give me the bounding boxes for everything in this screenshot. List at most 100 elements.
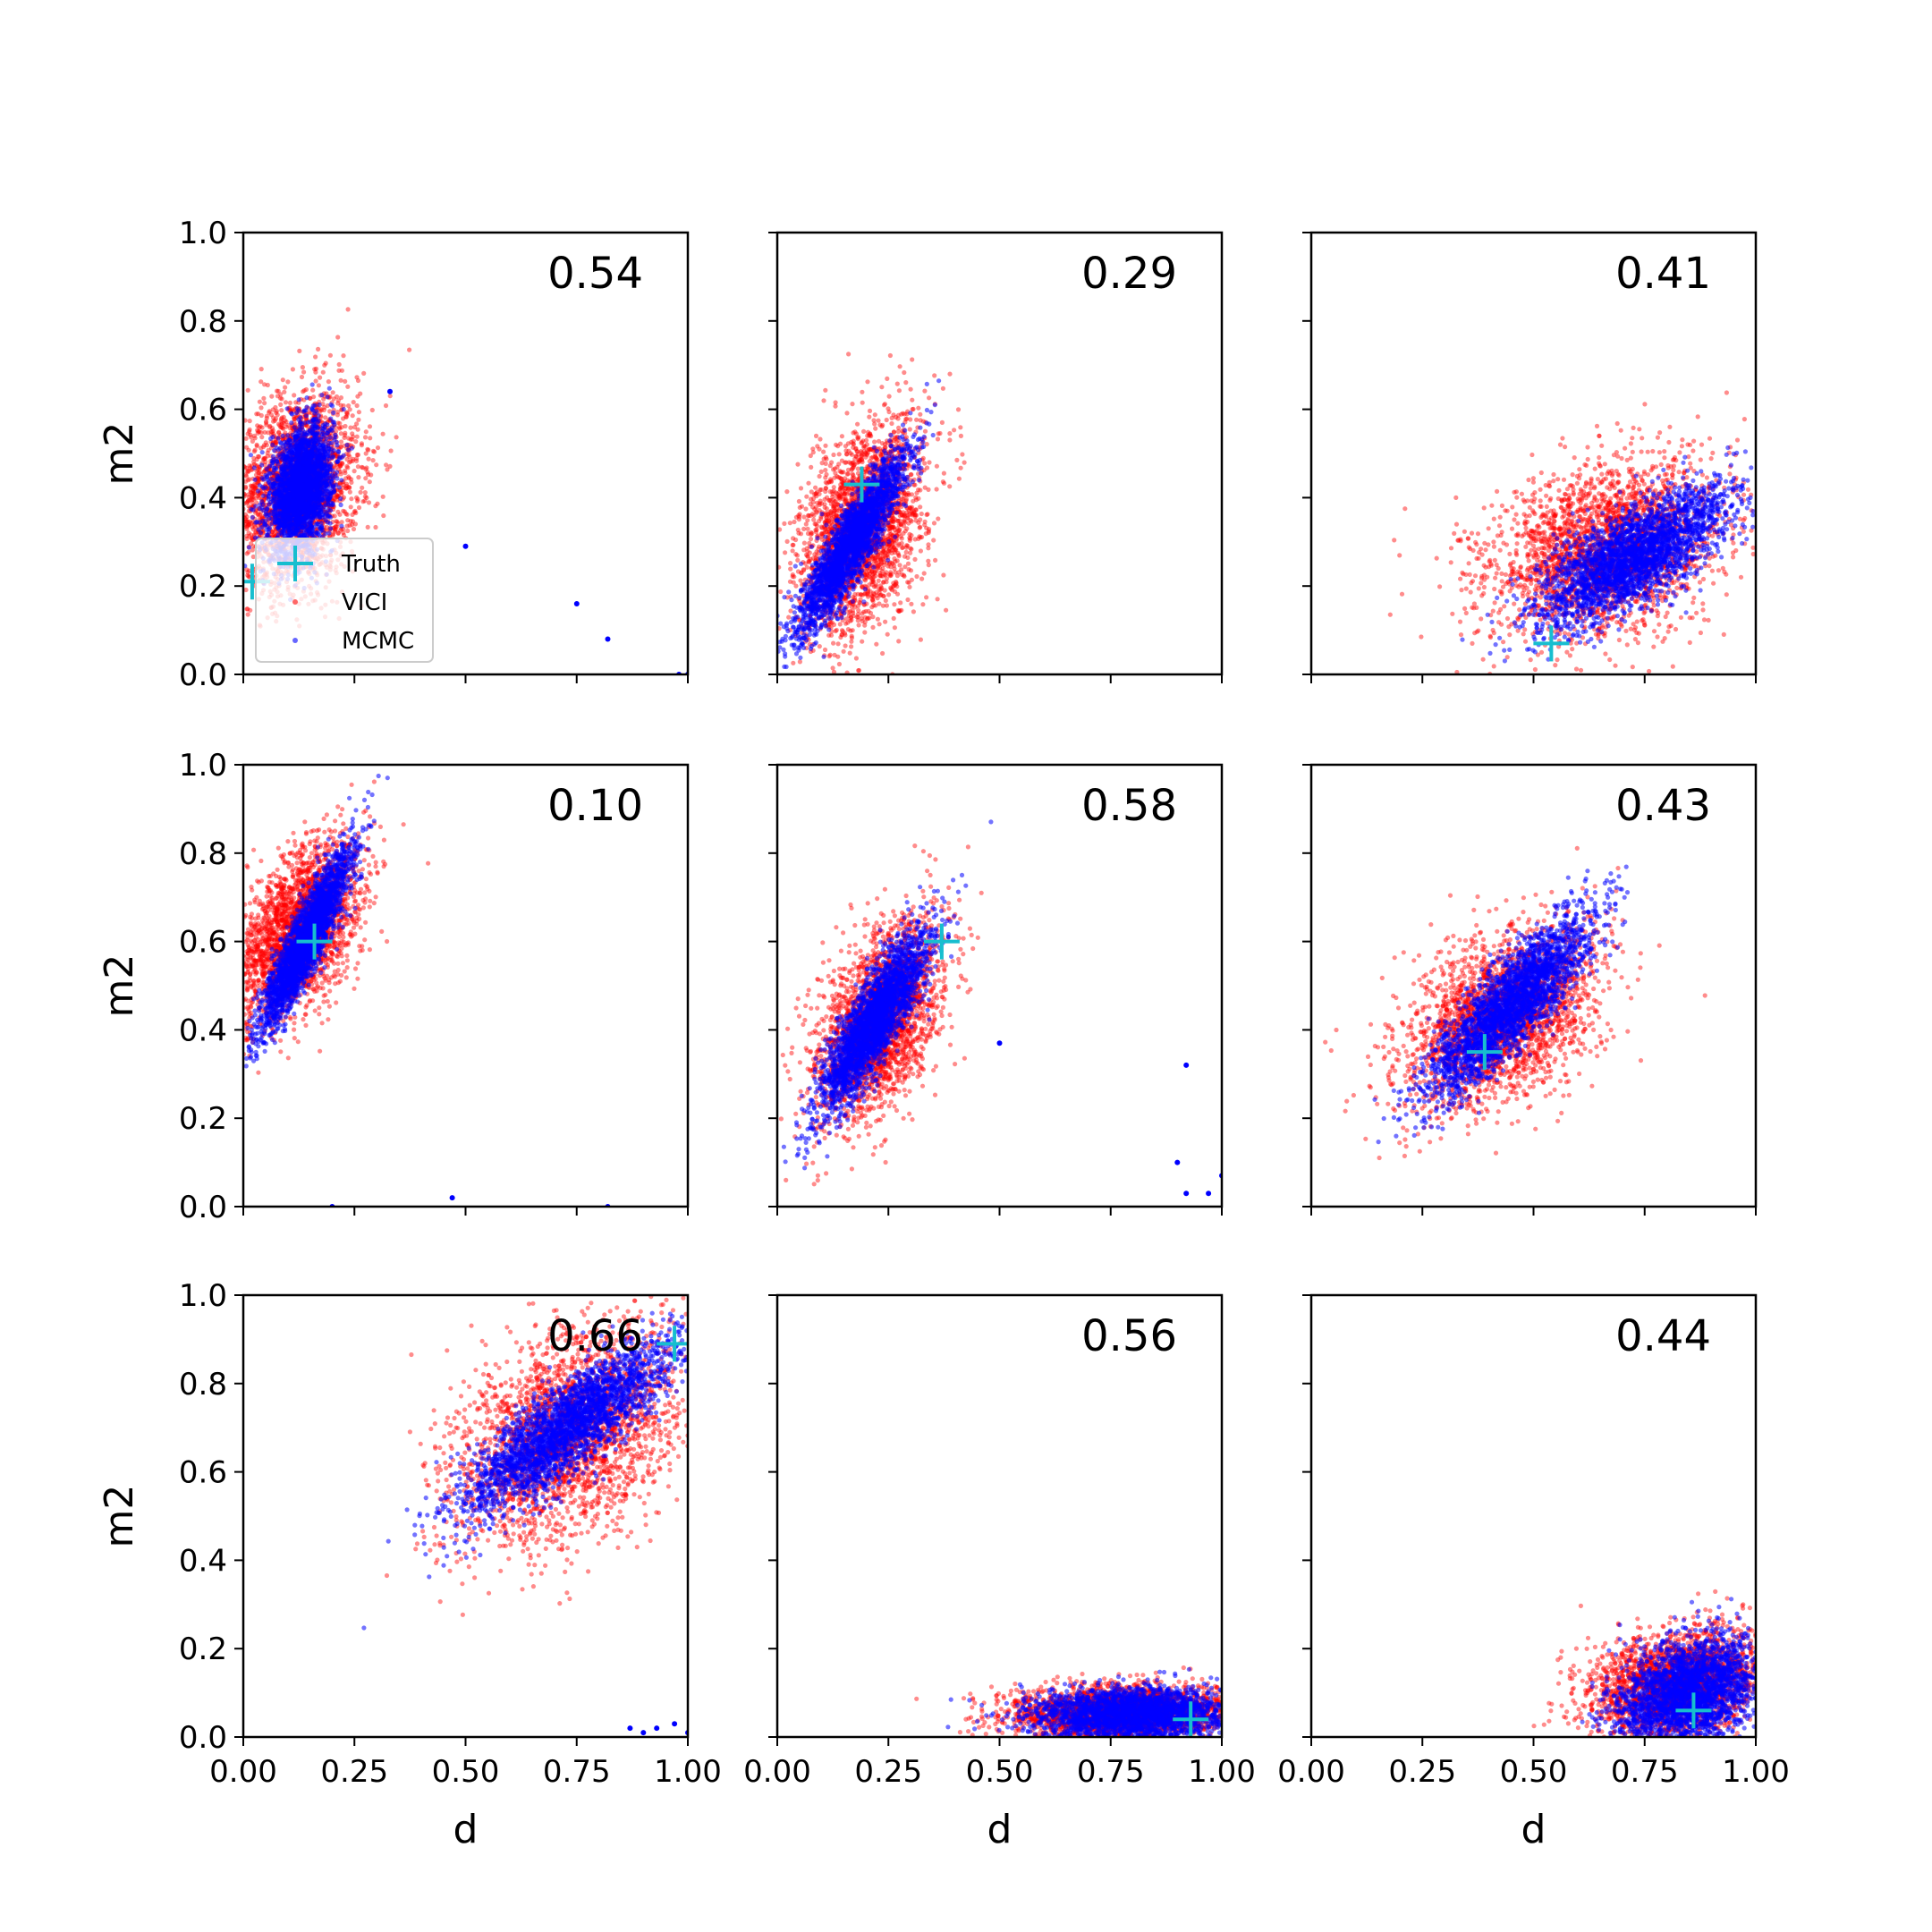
vici-point <box>350 436 355 442</box>
vici-point <box>254 411 259 417</box>
mcmc-point <box>301 408 307 413</box>
vici-point <box>343 481 350 487</box>
vici-point <box>320 369 326 375</box>
mcmc-point <box>278 482 284 487</box>
vici-point <box>278 419 284 424</box>
vici-point <box>268 412 274 418</box>
vici-point <box>340 485 345 491</box>
vici-point <box>351 400 356 405</box>
vici-point <box>248 483 254 488</box>
vici-point <box>252 525 258 530</box>
vici-point <box>335 530 341 536</box>
vici-point <box>246 522 251 528</box>
vici-point <box>255 428 260 433</box>
vici-point <box>284 419 289 425</box>
vici-point <box>254 456 259 462</box>
vici-point <box>355 377 361 384</box>
mcmc-point <box>293 527 299 532</box>
vici-point <box>257 399 262 404</box>
vici-point <box>345 518 351 523</box>
vici-point <box>334 497 340 503</box>
vici-point <box>346 436 352 441</box>
vici-point <box>333 527 338 532</box>
mcmc-point <box>325 422 330 428</box>
vici-point <box>371 449 377 454</box>
vici-point <box>287 400 292 405</box>
vici-point <box>335 420 341 426</box>
vici-point <box>254 444 259 449</box>
vici-point <box>354 495 360 501</box>
mcmc-point <box>310 407 316 413</box>
mcmc-point <box>338 496 343 502</box>
vici-point <box>256 512 261 517</box>
vici-point <box>316 383 321 388</box>
vici-point <box>345 528 351 534</box>
vici-point <box>262 401 267 406</box>
vici-point <box>255 494 261 499</box>
vici-point <box>263 419 269 424</box>
vici-point <box>318 409 323 414</box>
vici-point <box>278 425 284 430</box>
vici-point <box>341 353 346 359</box>
vici-point <box>367 424 373 429</box>
mcmc-point <box>249 506 254 512</box>
mcmc-point <box>336 449 342 454</box>
vici-point <box>267 424 273 430</box>
mcmc-point <box>290 411 295 417</box>
vici-point <box>244 606 250 612</box>
vici-point <box>313 366 319 371</box>
vici-point <box>344 523 350 529</box>
vici-point <box>283 400 289 405</box>
vici-point <box>245 522 250 529</box>
mcmc-point <box>333 473 338 479</box>
mcmc-point <box>302 501 308 507</box>
vici-point <box>279 425 284 430</box>
vici-point <box>338 471 343 477</box>
vici-point <box>303 386 309 393</box>
vici-point <box>276 429 282 435</box>
vici-point <box>283 418 288 423</box>
vici-point <box>366 447 371 453</box>
vici-point <box>363 476 369 481</box>
vici-point <box>366 456 371 462</box>
vici-point <box>284 424 289 429</box>
vici-point <box>318 406 323 411</box>
mcmc-point <box>325 394 330 400</box>
vici-point <box>346 403 352 409</box>
vici-point <box>344 456 350 462</box>
vici-point <box>356 417 361 422</box>
vici-point <box>257 429 262 435</box>
vici-point <box>250 524 255 530</box>
vici-point <box>335 401 341 406</box>
vici-point <box>249 521 254 526</box>
mcmc-point <box>349 445 354 451</box>
vici-point <box>255 430 260 436</box>
vici-point <box>352 469 357 474</box>
vici-point <box>337 512 343 517</box>
vici-point <box>288 426 293 431</box>
vici-point <box>250 484 255 489</box>
vici-point <box>347 522 352 529</box>
vici-point <box>301 389 306 394</box>
vici-point <box>258 379 264 385</box>
vici-point <box>264 413 269 419</box>
vici-point <box>273 439 278 445</box>
vici-point <box>341 403 346 409</box>
vici-point <box>339 368 344 373</box>
vici-point <box>318 375 323 380</box>
vici-point <box>246 504 251 509</box>
vici-point <box>343 423 348 429</box>
vici-point <box>339 425 344 430</box>
vici-point <box>290 367 295 372</box>
mcmc-point <box>339 478 344 483</box>
vici-point <box>245 606 250 612</box>
vici-point <box>253 496 258 501</box>
mcmc-point <box>278 522 284 528</box>
vici-point <box>368 436 373 441</box>
vici-point <box>352 508 358 514</box>
vici-point <box>256 523 261 529</box>
vici-point <box>277 395 284 401</box>
mcmc-point <box>298 415 303 420</box>
mcmc-point <box>328 526 334 531</box>
vici-point <box>369 472 374 478</box>
